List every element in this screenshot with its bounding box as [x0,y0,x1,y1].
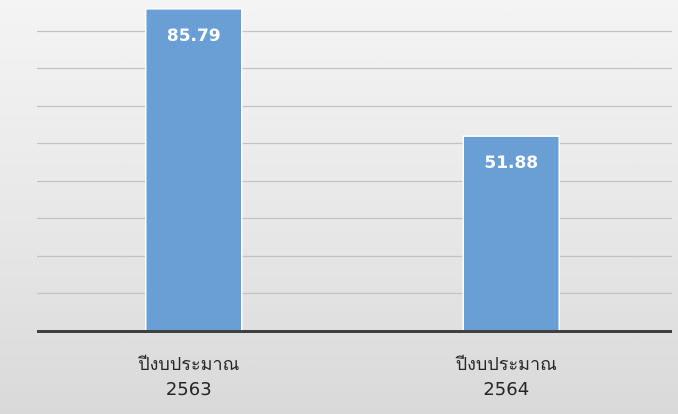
x-tick-label: 2563 [166,379,212,400]
x-tick-label: ปีงบประมาณ [138,354,239,375]
bar [462,135,560,332]
data-label: 51.88 [484,153,538,173]
x-tick-label: ปีงบประมาณ [455,354,556,375]
data-labels: 85.79 51.88 [167,26,538,173]
x-tick-labels: ปีงบประมาณ 2563 ปีงบประมาณ 2564 [138,354,557,400]
data-label: 85.79 [167,26,221,46]
gridlines [37,30,672,295]
bars [145,8,560,332]
x-tick-label: 2564 [483,379,529,400]
bar [145,8,243,332]
